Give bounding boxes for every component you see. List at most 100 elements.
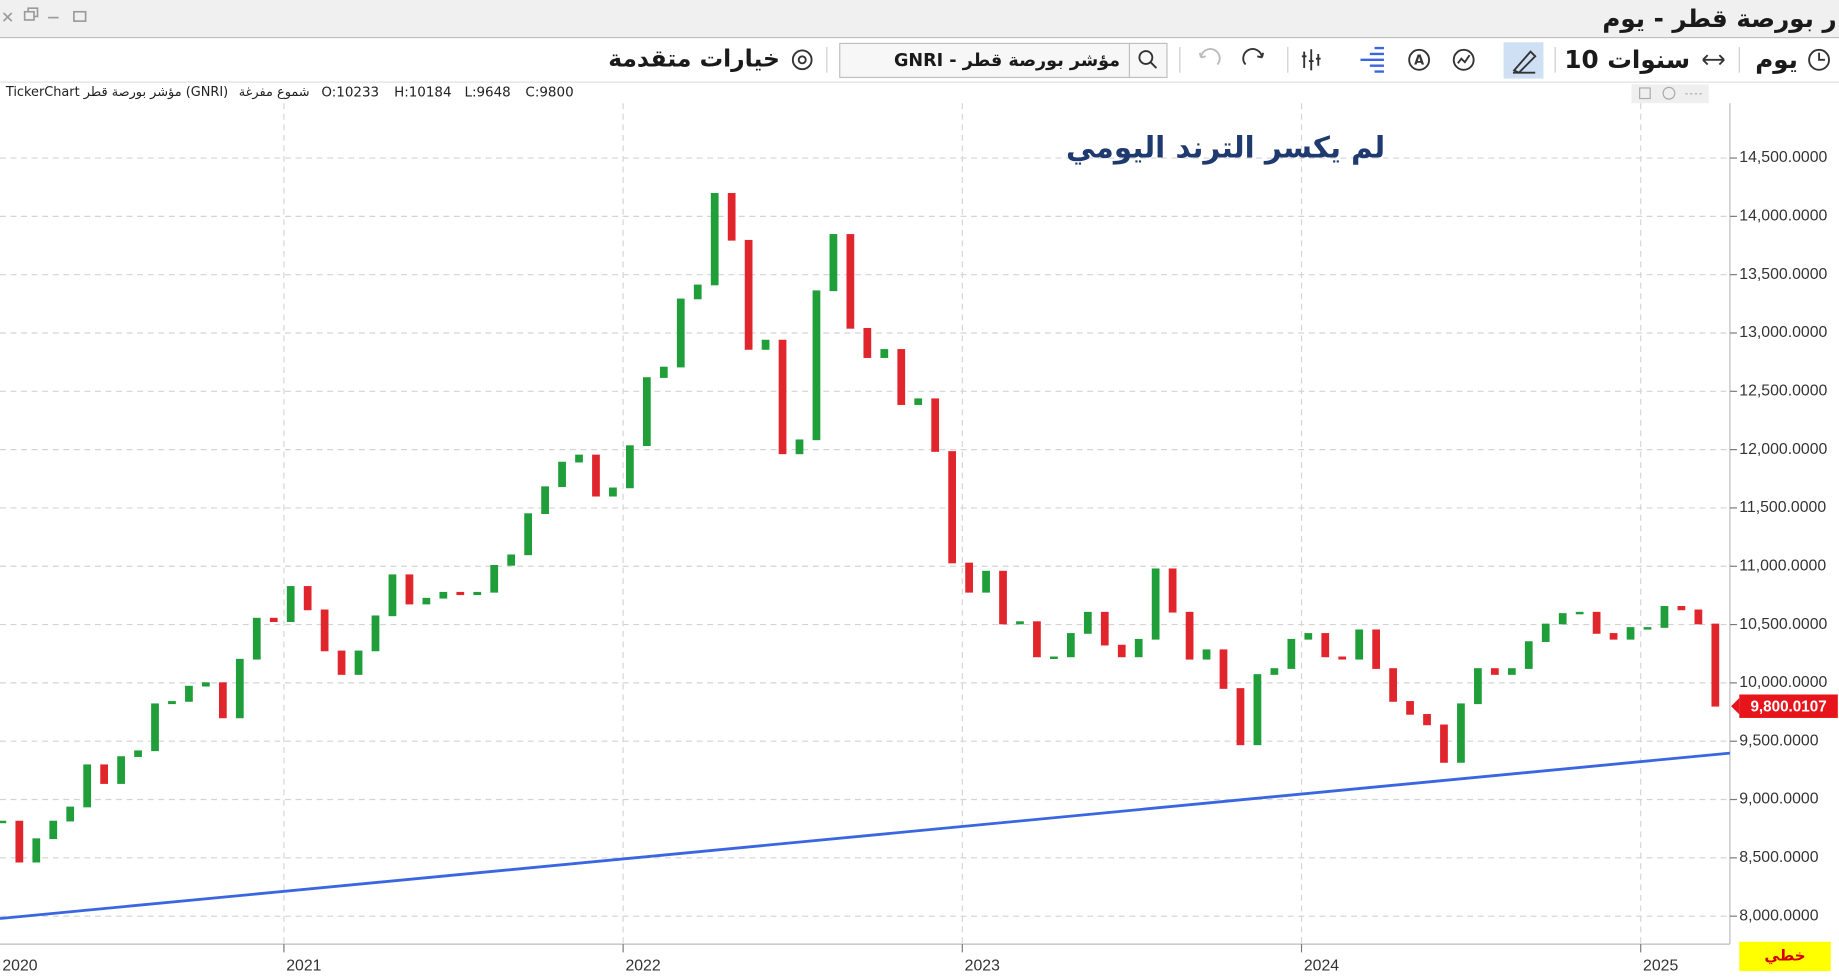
candle [1253,674,1262,746]
candle [66,806,75,822]
candle [1677,606,1686,611]
candle [1083,611,1092,634]
candle [117,756,125,784]
alert-button[interactable] [1408,48,1431,71]
candle [1490,668,1499,675]
y-tick-label: 13,000.0000 [1739,324,1827,341]
candle [405,574,414,605]
candle [1389,668,1397,702]
candle [456,591,465,596]
candle [1643,627,1652,630]
candle [1168,568,1177,613]
candle [1202,649,1211,660]
candle [931,398,940,452]
price-marker-arrow [1731,698,1740,715]
indicator-button[interactable] [1452,48,1475,71]
candle [185,685,193,702]
redo-button[interactable] [1242,48,1265,66]
legend-close: C:9800 [525,85,573,101]
panel-controls[interactable] [1631,84,1709,104]
candle [761,339,770,350]
search-box[interactable] [839,42,1168,79]
candle [541,486,549,515]
candle [1134,638,1143,658]
candles-button[interactable] [1301,49,1321,71]
range-button[interactable]: 10 سنوات [1564,45,1725,75]
x-tick-label: 2021 [286,958,321,975]
candle [1694,609,1703,625]
candle [1355,629,1364,660]
candle [439,591,448,599]
candle [388,574,397,617]
scale-mode-label: خطي [1764,946,1805,965]
advanced-button[interactable]: خيارات متقدمة [608,44,813,72]
candle [1711,623,1720,707]
candle [473,591,482,596]
candle [1016,621,1024,625]
candle [286,586,295,623]
range-label: 10 سنوات [1564,45,1690,75]
candle [1457,703,1465,763]
draw-tool-icon [1512,50,1537,74]
y-tick-label: 14,500.0000 [1739,149,1827,166]
trend-line [0,751,1731,920]
window-controls[interactable] [2,7,87,22]
candle [235,658,244,719]
title-bar [0,0,1839,38]
candle [1321,633,1330,658]
candle [676,298,685,368]
candle [1066,633,1075,658]
candle [609,487,617,497]
candle [1423,714,1431,726]
legend-style: شموع مفرغة [239,85,310,100]
candle [1474,668,1482,705]
candle [303,586,312,611]
y-tick-label: 10,500.0000 [1739,616,1827,633]
candle [269,617,278,623]
candle [812,290,821,441]
x-tick-label: 2024 [1304,958,1339,975]
search-icon-handle [1149,61,1158,69]
annotation: لم يكسر الترند اليومي [1066,130,1385,165]
candle [1117,644,1126,658]
candle [948,451,957,564]
candle [1338,656,1347,660]
x-tick-label: 2023 [965,958,1000,975]
candle [1558,613,1567,625]
legend-open: O:10233 [321,85,379,101]
candle [1185,611,1194,660]
price-marker [1739,694,1838,718]
candle [965,562,973,593]
candle [829,234,838,292]
candle [795,439,804,455]
candle [1609,633,1618,640]
period-label: يوم [1755,45,1798,75]
candle [693,284,702,300]
candle [727,193,736,241]
search-icon[interactable] [1138,50,1154,65]
window-title: ر بورصة قطر - يوم [1602,4,1836,34]
period-button[interactable]: يوم [1755,45,1830,75]
legend-name: TickerChart مؤشر بورصة قطر (GNRI) [5,85,228,100]
y-tick-label: 12,500.0000 [1739,382,1827,399]
candle [642,377,651,447]
scale-mode-button[interactable] [1739,941,1831,972]
candle [1151,568,1160,640]
candle [15,820,24,863]
candle [710,193,719,286]
candle [83,764,92,808]
candle [134,750,142,757]
candle [490,564,499,593]
candle [1626,627,1635,640]
undo-button[interactable] [1198,48,1221,66]
y-tick-label: 9,500.0000 [1739,732,1818,749]
plot-area: 8,000.0000 8,500.0000 9,000.0000 9,500.0000… [0,103,1828,975]
candle [592,454,600,497]
depth-button[interactable] [1360,46,1384,73]
candle [1440,724,1448,763]
y-tick-label: 12,000.0000 [1739,441,1827,458]
candle [982,570,990,593]
candle [422,597,431,605]
candle [0,820,7,824]
candle [49,820,58,840]
